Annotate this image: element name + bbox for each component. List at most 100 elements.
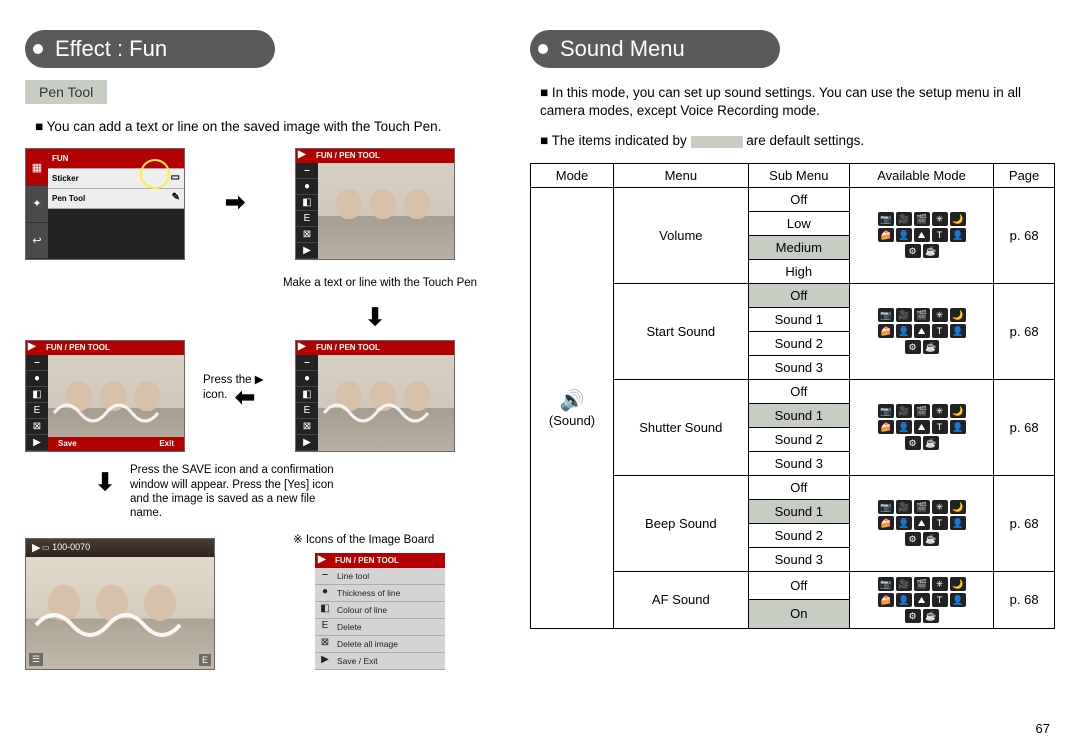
submenu-cell: Sound 2: [748, 523, 849, 547]
available-mode-icons: 📷🎥🎬✳🌙🍰👤⛰T👤⚙☕: [856, 307, 987, 355]
legend-icon: ⎯: [318, 569, 332, 580]
available-mode-icons: 📷🎥🎬✳🌙🍰👤⛰T👤⚙☕: [856, 211, 987, 259]
caption-make-text: Make a text or line with the Touch Pen: [280, 276, 480, 290]
tool-icon: ⊠: [296, 419, 318, 435]
screen-pentool-drawn: ▶FUN / PEN TOOL ⎯ ● ◧ E ⊠ ▶: [295, 340, 455, 452]
menu-cell: Start Sound: [614, 283, 749, 379]
screen-result: ▶ ▭ 100-0070 ☰ E: [25, 538, 215, 670]
submenu-cell: Off: [748, 187, 849, 211]
submenu-cell: Sound 1: [748, 403, 849, 427]
tool-icon: ▶: [296, 435, 318, 451]
legend-icon: ⊠: [318, 637, 332, 648]
table-row: 🔊(Sound)VolumeOff📷🎥🎬✳🌙🍰👤⛰T👤⚙☕p. 68: [531, 187, 1055, 211]
tool-icon: ●: [26, 371, 48, 387]
page-cell: p. 68: [994, 475, 1055, 571]
right-column: Sound Menu In this mode, you can set up …: [530, 30, 1055, 736]
tool-icon: ▶: [26, 435, 48, 451]
menu-cell: Beep Sound: [614, 475, 749, 571]
available-mode-icons: 📷🎥🎬✳🌙🍰👤⛰T👤⚙☕: [856, 576, 987, 624]
submenu-cell: Off: [748, 475, 849, 499]
legend-row: ▶Save / Exit: [315, 653, 445, 670]
icon-legend-panel: ▶FUN / PEN TOOL ⎯Line tool●Thickness of …: [315, 553, 445, 670]
legend-row: ⊠Delete all image: [315, 636, 445, 653]
screen-title: FUN / PEN TOOL: [46, 343, 110, 352]
tool-icon: ●: [296, 179, 318, 195]
screen-pentool-save: ▶ FUN / PEN TOOL ⎯ ● ◧ E ⊠ ▶: [25, 340, 185, 452]
play-icon: ▶: [28, 341, 36, 352]
submenu-cell: Off: [748, 283, 849, 307]
submenu-cell: Off: [748, 379, 849, 403]
legend-icon: ●: [318, 586, 332, 597]
effect-icon: E: [199, 654, 211, 666]
tab-icon: ↩: [26, 223, 48, 260]
menu-cell: Volume: [614, 187, 749, 283]
tool-icon: E: [296, 403, 318, 419]
col-page: Page: [994, 163, 1055, 187]
available-mode-cell: 📷🎥🎬✳🌙🍰👤⛰T👤⚙☕: [849, 283, 993, 379]
legend-icon: ▶: [318, 654, 332, 665]
submenu-cell: On: [748, 600, 849, 629]
play-icon: ▶: [298, 149, 306, 160]
menu-cell: Shutter Sound: [614, 379, 749, 475]
page-number: 67: [1036, 721, 1050, 736]
legend-title: FUN / PEN TOOL: [335, 556, 399, 565]
tool-icon: ▶: [296, 243, 318, 259]
submenu-cell: Sound 3: [748, 355, 849, 379]
tool-icon: ⎯: [26, 355, 48, 371]
submenu-cell: Sound 1: [748, 499, 849, 523]
tool-icon: E: [296, 211, 318, 227]
submenu-cell: Sound 3: [748, 547, 849, 571]
mode-cell: 🔊(Sound): [531, 187, 614, 628]
sound-bullet-2: The items indicated by are default setti…: [540, 132, 1055, 150]
available-mode-cell: 📷🎥🎬✳🌙🍰👤⛰T👤⚙☕: [849, 571, 993, 628]
arrow-down-icon: ⬇: [365, 303, 385, 332]
tool-icon: ●: [296, 371, 318, 387]
legend-icon: ◧: [318, 603, 332, 614]
menu-cell: AF Sound: [614, 571, 749, 628]
menu-icon: ☰: [29, 653, 43, 666]
caption-save-flow: Press the SAVE icon and a confirmation w…: [130, 463, 340, 521]
legend-row: ●Thickness of line: [315, 585, 445, 602]
tool-icon: ◧: [296, 195, 318, 211]
submenu-cell: Low: [748, 211, 849, 235]
submenu-cell: Sound 3: [748, 451, 849, 475]
left-column: Effect : Fun Pen Tool You can add a text…: [25, 30, 500, 736]
legend-row: ◧Colour of line: [315, 602, 445, 619]
sound-bullet-1: In this mode, you can set up sound setti…: [540, 84, 1055, 120]
file-number: 100-0070: [52, 542, 90, 552]
available-mode-cell: 📷🎥🎬✳🌙🍰👤⛰T👤⚙☕: [849, 475, 993, 571]
tool-icon: ◧: [296, 387, 318, 403]
arrow-down-icon: ⬇: [95, 468, 115, 497]
available-mode-icons: 📷🎥🎬✳🌙🍰👤⛰T👤⚙☕: [856, 403, 987, 451]
play-icon: ▶: [298, 341, 306, 352]
caption-press-play: Press the ▶ icon.: [203, 373, 283, 402]
tool-icon: ⊠: [26, 419, 48, 435]
default-swatch: [691, 136, 743, 148]
submenu-cell: Medium: [748, 235, 849, 259]
tab-icon: ✦: [26, 186, 48, 223]
submenu-cell: Sound 1: [748, 307, 849, 331]
tool-icon: ⎯: [296, 163, 318, 179]
col-menu: Menu: [614, 163, 749, 187]
section-header-sound-menu: Sound Menu: [530, 30, 780, 68]
tool-icon: E: [26, 403, 48, 419]
caption-icons-title: ※ Icons of the Image Board: [293, 533, 434, 547]
page-cell: p. 68: [994, 379, 1055, 475]
submenu-cell: Sound 2: [748, 427, 849, 451]
screen-pentool-start: ▶FUN / PEN TOOL ⎯ ● ◧ E ⊠ ▶: [295, 148, 455, 260]
subheading-pen-tool: Pen Tool: [25, 80, 107, 104]
page-cell: p. 68: [994, 187, 1055, 283]
intro-bullet: You can add a text or line on the saved …: [35, 118, 500, 136]
submenu-cell: Sound 2: [748, 331, 849, 355]
available-mode-icons: 📷🎥🎬✳🌙🍰👤⛰T👤⚙☕: [856, 499, 987, 547]
legend-icon: E: [318, 620, 332, 631]
page-cell: p. 68: [994, 283, 1055, 379]
tool-icon: ◧: [26, 387, 48, 403]
col-submenu: Sub Menu: [748, 163, 849, 187]
col-mode: Mode: [531, 163, 614, 187]
screen-fun-menu: ▦ ✦ ↩ FUN Sticker▭ Pen Tool✎: [25, 148, 185, 260]
col-available: Available Mode: [849, 163, 993, 187]
available-mode-cell: 📷🎥🎬✳🌙🍰👤⛰T👤⚙☕: [849, 379, 993, 475]
submenu-cell: Off: [748, 571, 849, 600]
arrow-right-icon: ➡: [225, 188, 245, 217]
